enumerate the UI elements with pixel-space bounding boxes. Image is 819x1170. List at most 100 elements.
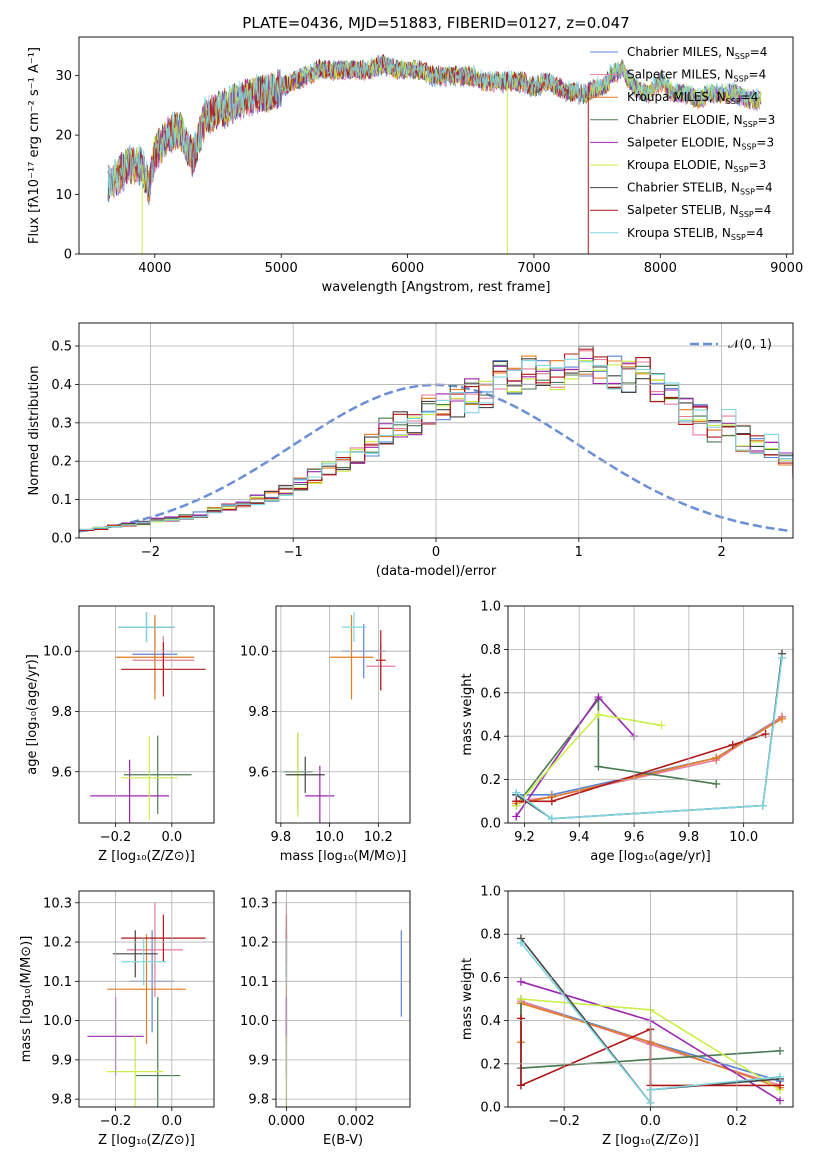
legend-entry: Chabrier MILES, NSSP=4: [627, 45, 767, 61]
weight-marker: [516, 977, 525, 986]
y-axis-label: Flux [fλ10⁻¹⁷ erg cm⁻² s⁻¹ A⁻¹]: [27, 47, 42, 244]
axes-frame: [275, 890, 411, 1108]
panel-spectrum: 4000 5000 6000 7000 8000 9000 0 10 20 30 wavelengt…: [27, 36, 803, 295]
x-tick-label: 6000: [391, 261, 424, 276]
weight-marker: [547, 814, 556, 823]
histogram-series-2: [79, 355, 793, 532]
y-axis-label: mass weight: [460, 673, 475, 755]
y-tick-label: 9.8: [51, 705, 72, 720]
weight-marker: [512, 812, 521, 821]
normal-curve: [79, 383, 791, 533]
panel-mass-weight-vs-Z: −0.2 0.0 0.2 0.0 0.2 0.4 0.6 0.8 1.0 Z [log₁₀(Z/Z…: [460, 885, 794, 1148]
x-tick-label: 2: [717, 545, 725, 560]
y-tick-label: 0.2: [480, 773, 501, 788]
y-tick-label: 10.1: [240, 975, 269, 990]
weight-marker: [516, 938, 525, 947]
weight-marker: [778, 714, 787, 723]
weight-marker: [512, 788, 521, 797]
x-tick-label: 10.2: [364, 830, 393, 845]
x-tick-label: 9.6: [624, 830, 645, 845]
weight-marker: [712, 779, 721, 788]
x-tick-label: 0.0: [640, 1114, 661, 1129]
y-tick-label: 10.3: [43, 896, 72, 911]
weight-marker: [776, 1046, 785, 1055]
y-tick-label: 10.2: [43, 936, 72, 951]
x-tick-label: −2: [141, 545, 160, 560]
y-tick-label: 10.3: [240, 896, 269, 911]
weight-marker: [594, 710, 603, 719]
weight-marker: [776, 1072, 785, 1081]
legend-entry: Salpeter MILES, NSSP=4: [627, 68, 766, 84]
x-axis-label: Z [log₁₀(Z/Z⊙)]: [602, 1133, 699, 1148]
y-tick-label: 10.0: [240, 645, 269, 660]
x-tick-label: 8000: [644, 261, 677, 276]
spectrum-line-8: [107, 54, 759, 197]
y-tick-label: 20: [55, 129, 72, 144]
x-tick-label: 9.4: [569, 830, 590, 845]
weight-marker: [516, 1081, 525, 1090]
weight-marker: [516, 1014, 525, 1023]
y-axis-label: Normed distribution: [27, 366, 42, 496]
weight-marker: [712, 753, 721, 762]
histogram-series-6: [79, 345, 793, 530]
axes-frame: [507, 605, 794, 824]
weight-marker: [776, 1081, 785, 1090]
x-tick-label: −1: [284, 545, 303, 560]
weight-line-0: [516, 716, 783, 796]
y-axis-label: age [log₁₀(age/yr)]: [25, 654, 40, 775]
y-tick-label: 30: [55, 69, 72, 84]
legend-entry: 𝒩(0, 1): [728, 337, 772, 351]
weight-marker: [594, 762, 603, 771]
weight-marker: [776, 1096, 785, 1105]
x-tick-label: 9000: [770, 261, 803, 276]
y-tick-label: 9.6: [248, 765, 269, 780]
legend-entry: Kroupa MILES, NSSP=4: [627, 90, 758, 106]
x-tick-label: 9.2: [514, 830, 535, 845]
weight-marker: [761, 730, 770, 739]
legend-entry: Salpeter ELODIE, NSSP=3: [627, 135, 774, 151]
x-tick-label: 0.000: [268, 1114, 305, 1129]
y-tick-label: 10: [55, 188, 72, 203]
y-axis-label: mass weight: [460, 958, 475, 1040]
histogram-series-1: [79, 350, 793, 531]
y-tick-label: 0.4: [480, 1014, 501, 1029]
axes-frame: [275, 605, 411, 824]
y-tick-label: 10.0: [43, 645, 72, 660]
x-axis-label: Z [log₁₀(Z/Z⊙)]: [98, 1133, 195, 1148]
plot-area: [79, 345, 793, 533]
weight-marker: [547, 797, 556, 806]
weight-marker: [778, 654, 787, 663]
x-tick-label: 5000: [265, 261, 298, 276]
x-axis-label: E(B-V): [323, 1133, 363, 1148]
y-tick-label: 0.0: [480, 1101, 501, 1116]
y-tick-label: 0.3: [51, 416, 72, 431]
panel-residual-histogram: −2 −1 0 1 2 0.0 0.1 0.2 0.3 0.4 0.5 (data-model)/er…: [27, 322, 794, 579]
panel-mass-weight-vs-age: 9.2 9.4 9.6 9.8 10.0 0.0 0.2 0.4 0.6 0.8 1.0 age [l…: [460, 600, 794, 864]
x-tick-label: −0.2: [100, 830, 132, 845]
x-tick-label: 0.002: [337, 1114, 374, 1129]
plot-area: [107, 54, 762, 254]
y-tick-label: 0.5: [51, 340, 72, 355]
y-tick-label: 9.9: [248, 1053, 269, 1068]
y-tick-label: 0.2: [480, 1057, 501, 1072]
panel-age-vs-mass: 9.8 10.0 10.2 9.6 9.8 10.0 mass [log₁₀(M/M⊙)]: [240, 605, 411, 864]
y-tick-label: 0.1: [51, 493, 72, 508]
y-tick-label: 0.8: [480, 643, 501, 658]
y-tick-label: 9.9: [51, 1053, 72, 1068]
weight-line-5: [515, 713, 662, 807]
axes-frame: [78, 605, 215, 824]
y-tick-label: 0.8: [480, 928, 501, 943]
histogram-series-0: [79, 355, 793, 531]
weight-marker: [512, 797, 521, 806]
weight-marker: [728, 740, 737, 749]
x-tick-label: −0.2: [100, 1114, 132, 1129]
x-tick-label: 9.8: [679, 830, 700, 845]
y-tick-label: 1.0: [480, 600, 501, 615]
legend-entry: Kroupa STELIB, NSSP=4: [627, 226, 764, 242]
x-tick-label: 0.0: [161, 1114, 182, 1129]
legend-entry: Chabrier STELIB, NSSP=4: [627, 181, 773, 197]
axes-frame: [507, 890, 794, 1108]
histogram-series-3: [79, 364, 793, 531]
y-tick-label: 9.8: [51, 1093, 72, 1108]
